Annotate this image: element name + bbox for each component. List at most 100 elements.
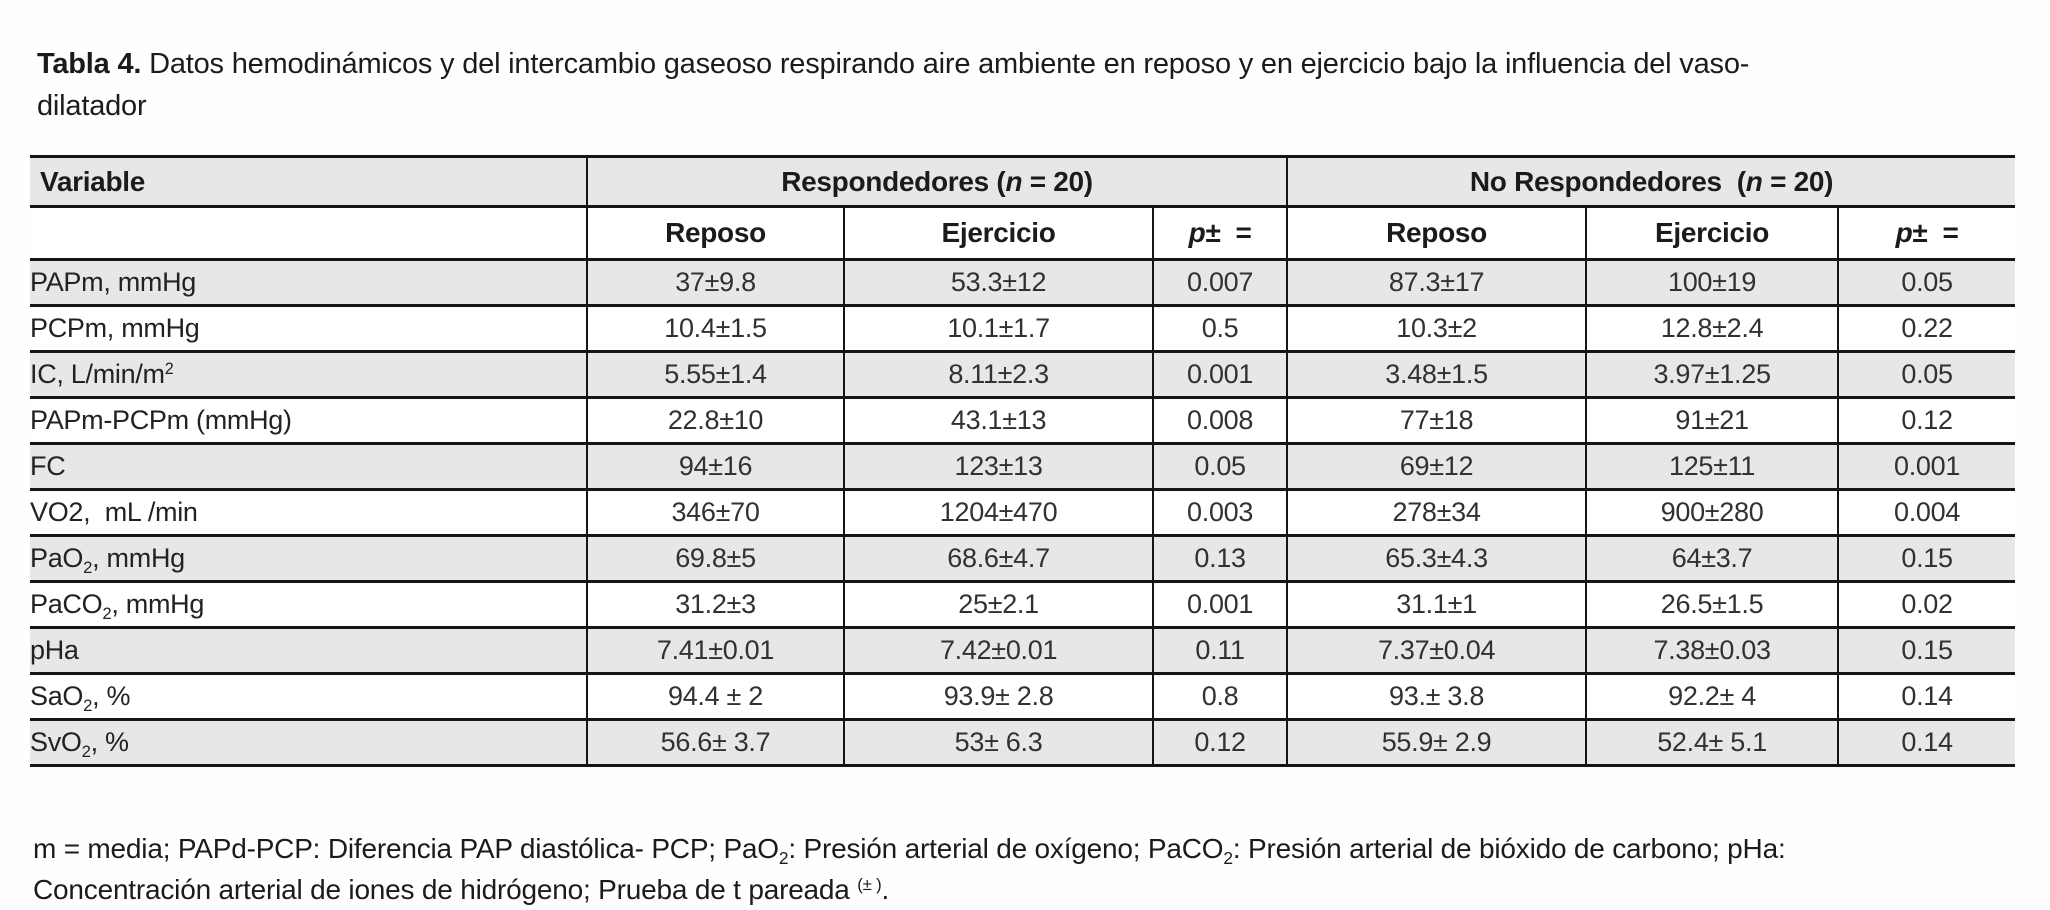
value-cell: 7.37±0.04 [1286,627,1587,675]
subheader-p-noresp: p± = [1837,206,2015,261]
row-label: PaO2, mmHg [30,535,587,583]
subheader-empty [30,206,587,261]
value-cell: 93.± 3.8 [1286,673,1587,721]
value-cell: 0.15 [1837,627,2015,675]
table-row: VO2, mL /min 346±70 1204±470 0.003 278±34 900… [30,489,2015,537]
value-cell: 12.8±2.4 [1585,305,1839,353]
value-cell: 69.8±5 [585,535,845,583]
value-cell: 0.12 [1837,397,2015,445]
value-cell: 1204±470 [843,489,1154,537]
value-cell: 53.3±12 [843,259,1154,307]
value-cell: 7.41±0.01 [585,627,845,675]
table-row: SaO2, % 94.4 ± 2 93.9± 2.8 0.8 93.± 3.8 92.2±… [30,673,2015,721]
table-caption: Tabla 4. Datos hemodinámicos y del inter… [37,43,2032,127]
caption-number: Tabla 4. [37,48,142,80]
row-label: SvO2, % [30,719,587,767]
value-cell: 3.97±1.25 [1585,351,1839,399]
value-cell: 0.001 [1152,351,1288,399]
value-cell: 5.55±1.4 [585,351,845,399]
value-cell: 0.22 [1837,305,2015,353]
subheader-p-resp: p± = [1152,206,1288,261]
value-cell: 7.38±0.03 [1585,627,1839,675]
value-cell: 0.008 [1152,397,1288,445]
value-cell: 7.42±0.01 [843,627,1154,675]
value-cell: 0.15 [1837,535,2015,583]
value-cell: 0.12 [1152,719,1288,767]
subheader-ejercicio-noresp: Ejercicio [1585,206,1839,261]
value-cell: 0.001 [1837,443,2015,491]
subheader-ejercicio-resp: Ejercicio [843,206,1154,261]
row-label: PaCO2, mmHg [30,581,587,629]
value-cell: 77±18 [1286,397,1587,445]
value-cell: 0.02 [1837,581,2015,629]
value-cell: 0.8 [1152,673,1288,721]
value-cell: 55.9± 2.9 [1286,719,1587,767]
value-cell: 92.2± 4 [1585,673,1839,721]
value-cell: 65.3±4.3 [1286,535,1587,583]
value-cell: 68.6±4.7 [843,535,1154,583]
row-label: PCPm, mmHg [30,305,587,353]
table-row: PaO2, mmHg 69.8±5 68.6±4.7 0.13 65.3±4.3 64±3… [30,535,2015,583]
table-row: pHa 7.41±0.01 7.42±0.01 0.11 7.37±0.04 7.38±0… [30,627,2015,675]
row-label: FC [30,443,587,491]
value-cell: 0.05 [1837,351,2015,399]
table-footnote: m = media; PAPd-PCP: Diferencia PAP dias… [33,833,1786,905]
value-cell: 278±34 [1286,489,1587,537]
value-cell: 56.6± 3.7 [585,719,845,767]
value-cell: 0.003 [1152,489,1288,537]
row-label: pHa [30,627,587,675]
group-header-no-respondedores: No Respondedores (n = 20) [1286,156,2015,208]
value-cell: 22.8±10 [585,397,845,445]
value-cell: 31.1±1 [1286,581,1587,629]
value-cell: 0.14 [1837,719,2015,767]
row-label: IC, L/min/m2 [30,351,587,399]
table-row: PCPm, mmHg 10.4±1.5 10.1±1.7 0.5 10.3±2 12.8±… [30,305,2015,353]
value-cell: 53± 6.3 [843,719,1154,767]
row-label: VO2, mL /min [30,489,587,537]
value-cell: 94±16 [585,443,845,491]
value-cell: 0.007 [1152,259,1288,307]
value-cell: 0.5 [1152,305,1288,353]
table-row: IC, L/min/m2 5.55±1.4 8.11±2.3 0.001 3.48±1.… [30,351,2015,399]
value-cell: 10.1±1.7 [843,305,1154,353]
value-cell: 0.14 [1837,673,2015,721]
value-cell: 0.001 [1152,581,1288,629]
table-row: PAPm-PCPm (mmHg) 22.8±10 43.1±13 0.008 77±18… [30,397,2015,445]
value-cell: 52.4± 5.1 [1585,719,1839,767]
value-cell: 25±2.1 [843,581,1154,629]
row-label: PAPm-PCPm (mmHg) [30,397,587,445]
table-group-header-row: Variable Respondedores (n = 20) No Respo… [30,156,2015,208]
group-header-respondedores: Respondedores (n = 20) [585,156,1288,208]
value-cell: 10.3±2 [1286,305,1587,353]
column-header-variable: Variable [30,156,587,208]
value-cell: 123±13 [843,443,1154,491]
value-cell: 64±3.7 [1585,535,1839,583]
table-subheader-row: Reposo Ejercicio p± = Reposo Ejercicio p… [30,206,2015,261]
value-cell: 0.11 [1152,627,1288,675]
data-table: Variable Respondedores (n = 20) No Respo… [30,155,2015,767]
value-cell: 69±12 [1286,443,1587,491]
value-cell: 8.11±2.3 [843,351,1154,399]
table-row: PAPm, mmHg 37±9.8 53.3±12 0.007 87.3±17 100±1… [30,259,2015,307]
value-cell: 900±280 [1585,489,1839,537]
row-label: SaO2, % [30,673,587,721]
table-row: SvO2, % 56.6± 3.7 53± 6.3 0.12 55.9± 2.9 52.4… [30,719,2015,767]
value-cell: 26.5±1.5 [1585,581,1839,629]
value-cell: 94.4 ± 2 [585,673,845,721]
value-cell: 31.2±3 [585,581,845,629]
value-cell: 10.4±1.5 [585,305,845,353]
subheader-reposo-noresp: Reposo [1286,206,1587,261]
subheader-reposo-resp: Reposo [585,206,845,261]
value-cell: 0.05 [1152,443,1288,491]
value-cell: 93.9± 2.8 [843,673,1154,721]
value-cell: 0.05 [1837,259,2015,307]
value-cell: 346±70 [585,489,845,537]
value-cell: 87.3±17 [1286,259,1587,307]
value-cell: 91±21 [1585,397,1839,445]
value-cell: 100±19 [1585,259,1839,307]
value-cell: 0.004 [1837,489,2015,537]
value-cell: 37±9.8 [585,259,845,307]
value-cell: 43.1±13 [843,397,1154,445]
value-cell: 0.13 [1152,535,1288,583]
